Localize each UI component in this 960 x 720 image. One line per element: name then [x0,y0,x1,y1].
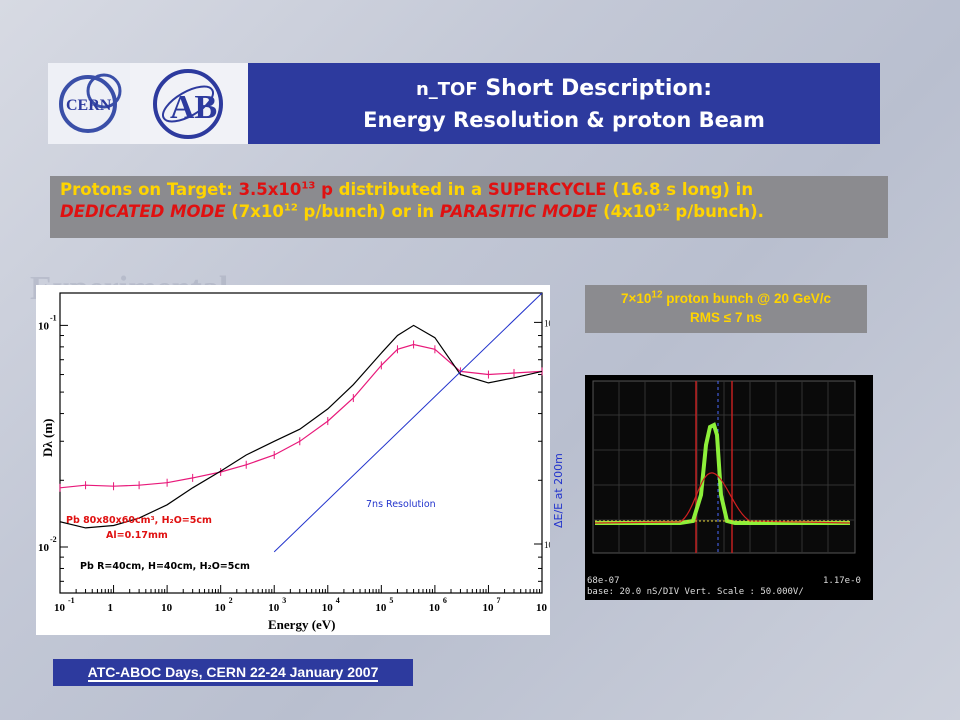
right-tick-label: 10-3 [544,318,550,328]
y-tick-exponent: -1 [50,313,57,322]
y-axis-title: Dλ (m) [40,418,55,457]
x-tick-exponent: 4 [336,596,340,605]
bunch-line-1: 7×1012 proton bunch @ 20 GeV/c [621,289,831,306]
series-line [60,343,542,489]
y-tick-exponent: -2 [50,535,57,544]
x-tick-label: 10 [482,602,494,614]
svg-text:CERN: CERN [66,97,112,114]
plot-frame [59,292,543,594]
header-bar: CERN AB n_TOF Short Description: Energy … [48,63,880,144]
x-tick-label: 10 [322,602,334,614]
x-tick-exponent: 3 [282,596,286,605]
cern-logo: CERN [48,63,130,144]
x-tick-label: 10 [161,602,173,614]
page-title: n_TOF Short Description: [415,76,713,101]
ab-logo: AB [130,63,248,144]
x-tick-label: 1 [108,602,114,614]
y-tick-label: 10 [38,542,50,554]
annotation-al: Al=0.17mm [106,530,168,541]
x-tick-label: 10 [268,602,280,614]
bunch-info-box: 7×1012 proton bunch @ 20 GeV/c RMS ≤ 7 n… [585,285,867,333]
x-tick-label: 10 [429,602,441,614]
scope-right-readout: 1.17e-0 [823,576,861,586]
annotation-7ns: 7ns Resolution [366,499,436,510]
protons-line-1: Protons on Target: 3.5x1013 p distribute… [60,180,754,199]
resolution-chart: 10-111010210310410510610710810-110-210-3… [36,285,561,635]
bunch-line-2: RMS ≤ 7 ns [690,310,762,325]
svg-text:AB: AB [170,89,217,126]
x-tick-exponent: 6 [443,596,447,605]
x-tick-label: 10 [536,602,548,614]
oscilloscope-screen: 68e-07 1.17e-0 base: 20.0 nS/DIV Vert. S… [585,375,873,600]
protons-line-2: DEDICATED MODE (7x1012 p/bunch) or in PA… [60,202,764,221]
right-axis-label: ΔE/E at 200m [548,420,568,530]
x-axis-title: Energy (eV) [268,617,336,632]
scope-left-readout: 68e-07 [587,576,620,586]
right-tick-label: 10-4 [544,540,550,550]
x-tick-exponent: -1 [68,596,75,605]
series-line [60,324,542,529]
x-tick-exponent: 2 [229,596,233,605]
protons-info-box: Protons on Target: 3.5x1013 p distribute… [50,176,888,238]
footer-text: ATC-ABOC Days, CERN 22-24 January 2007 [87,664,379,682]
x-tick-exponent: 7 [496,596,500,605]
annotation-pb-cylinder: Pb R=40cm, H=40cm, H₂O=5cm [80,561,250,572]
x-tick-label: 10 [375,602,387,614]
x-tick-exponent: 5 [389,596,393,605]
page-subtitle: Energy Resolution & proton Beam [363,108,765,132]
chart-svg: 10-111010210310410510610710810-110-210-3… [38,292,561,632]
right-axis-title: ΔE/E at 200m [552,453,565,528]
annotation-pb-block: Pb 80x80x60cm³, H₂O=5cm [66,515,212,526]
series-line [273,293,542,553]
x-tick-label: 10 [215,602,227,614]
footer-banner: ATC-ABOC Days, CERN 22-24 January 2007 [53,659,413,686]
y-tick-label: 10 [38,320,50,332]
scope-status: base: 20.0 nS/DIV Vert. Scale : 50.000V/ [587,587,804,597]
x-tick-label: 10 [54,602,66,614]
